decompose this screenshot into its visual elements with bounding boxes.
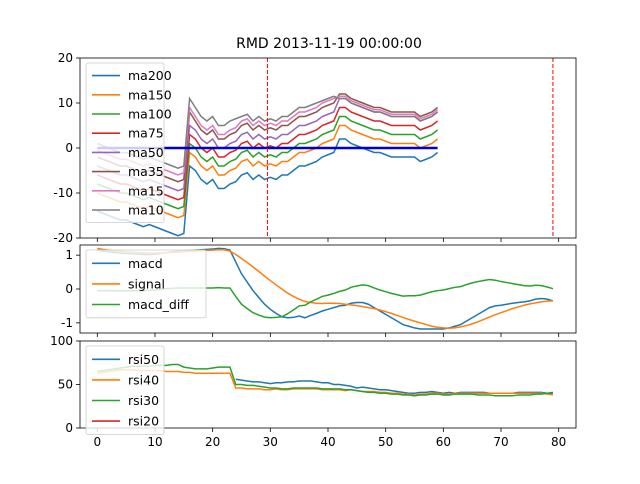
legend-entry: ma200 bbox=[128, 68, 172, 83]
y-tick-label: 20 bbox=[58, 51, 73, 65]
series-line-rsi40 bbox=[97, 368, 554, 396]
legend-entry: macd bbox=[128, 256, 163, 271]
legend-ma: ma200 ma150 ma100 ma75 ma50 ma35 ma15 ma10 bbox=[85, 62, 172, 224]
legend-entry: rsi20 bbox=[128, 414, 159, 429]
legend-entry: ma10 bbox=[128, 203, 164, 218]
panel-ma: -20-1001020ma200ma150ma100ma75ma50ma35ma… bbox=[53, 51, 577, 245]
x-tick-label: 40 bbox=[320, 435, 335, 449]
y-tick-label: 0 bbox=[65, 141, 73, 155]
x-tick-label: 50 bbox=[378, 435, 393, 449]
y-tick-label: -10 bbox=[53, 186, 73, 200]
y-tick-label: 1 bbox=[65, 248, 73, 262]
x-tick-label: 60 bbox=[436, 435, 451, 449]
legend-box bbox=[85, 249, 207, 319]
y-tick-label: 0 bbox=[65, 421, 73, 435]
legend-rsi: rsi50 rsi40 rsi30 rsi20 bbox=[85, 345, 165, 435]
x-tick-label: 0 bbox=[93, 435, 101, 449]
y-tick-label: 0 bbox=[65, 282, 73, 296]
x-tick-label: 20 bbox=[205, 435, 220, 449]
legend-macd: macd signal macd_diff bbox=[85, 249, 207, 319]
y-tick-label: 10 bbox=[58, 96, 73, 110]
x-tick-label: 10 bbox=[147, 435, 162, 449]
panels: -20-1001020ma200ma150ma100ma75ma50ma35ma… bbox=[50, 51, 577, 449]
x-tick-label: 80 bbox=[551, 435, 566, 449]
legend-entry: ma35 bbox=[128, 164, 164, 179]
panel-macd: -1 0 1 macd signal macd_diff bbox=[61, 244, 577, 337]
legend-entry: ma100 bbox=[128, 107, 172, 122]
legend-entry: ma15 bbox=[128, 183, 164, 198]
legend-entry: rsi30 bbox=[128, 393, 159, 408]
legend-box bbox=[85, 345, 165, 435]
legend-entry: rsi40 bbox=[128, 372, 159, 387]
chart-title: RMD 2013-11-19 00:00:00 bbox=[236, 36, 422, 52]
legend-entry: rsi50 bbox=[128, 352, 159, 367]
series-line-rsi30 bbox=[97, 363, 554, 397]
legend-entry: ma75 bbox=[128, 126, 164, 141]
y-tick-label: -1 bbox=[61, 316, 73, 330]
legend-entry: ma150 bbox=[128, 87, 172, 102]
legend-entry: macd_diff bbox=[128, 297, 189, 312]
y-tick-label: 50 bbox=[58, 378, 73, 392]
plot-area-rsi bbox=[97, 363, 554, 397]
y-tick-label: -20 bbox=[53, 231, 73, 245]
legend-entry: ma50 bbox=[128, 145, 164, 160]
y-tick-label: 100 bbox=[50, 334, 73, 348]
legend-entry: signal bbox=[128, 276, 165, 291]
legend-box bbox=[85, 62, 165, 224]
x-tick-label: 30 bbox=[263, 435, 278, 449]
x-tick-label: 70 bbox=[493, 435, 508, 449]
